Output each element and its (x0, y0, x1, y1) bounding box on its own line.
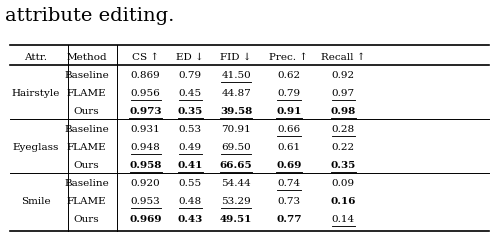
Text: 0.28: 0.28 (332, 125, 355, 134)
Text: 0.43: 0.43 (177, 215, 203, 224)
Text: 69.50: 69.50 (221, 143, 251, 152)
Text: FLAME: FLAME (67, 89, 106, 98)
Text: 44.87: 44.87 (221, 89, 251, 98)
Text: 0.920: 0.920 (131, 179, 161, 188)
Text: 70.91: 70.91 (221, 125, 251, 134)
Text: 0.35: 0.35 (177, 107, 203, 116)
Text: FID ↓: FID ↓ (220, 53, 252, 62)
Text: 0.958: 0.958 (129, 161, 162, 170)
Text: 0.948: 0.948 (131, 143, 161, 152)
Text: 53.29: 53.29 (221, 197, 251, 206)
Text: 49.51: 49.51 (220, 215, 252, 224)
Text: Ours: Ours (74, 215, 99, 224)
Text: 0.97: 0.97 (332, 89, 355, 98)
Text: 0.48: 0.48 (179, 197, 202, 206)
Text: Method: Method (66, 53, 107, 62)
Text: Baseline: Baseline (64, 179, 109, 188)
Text: 0.09: 0.09 (332, 179, 355, 188)
Text: attribute editing.: attribute editing. (5, 7, 174, 25)
Text: Recall ↑: Recall ↑ (321, 53, 366, 62)
Text: 0.53: 0.53 (179, 125, 202, 134)
Text: Ours: Ours (74, 107, 99, 116)
Text: 54.44: 54.44 (221, 179, 251, 188)
Text: 0.45: 0.45 (179, 89, 202, 98)
Text: 0.973: 0.973 (129, 107, 162, 116)
Text: 0.66: 0.66 (278, 125, 300, 134)
Text: 0.41: 0.41 (177, 161, 203, 170)
Text: 0.92: 0.92 (332, 71, 355, 80)
Text: 39.58: 39.58 (220, 107, 252, 116)
Text: 0.69: 0.69 (276, 161, 302, 170)
Text: 0.22: 0.22 (332, 143, 355, 152)
Text: 0.74: 0.74 (278, 179, 300, 188)
Text: 0.77: 0.77 (276, 215, 302, 224)
Text: 0.98: 0.98 (330, 107, 356, 116)
Text: 0.62: 0.62 (278, 71, 300, 80)
Text: 0.869: 0.869 (131, 71, 161, 80)
Text: Attr.: Attr. (24, 53, 47, 62)
Text: FLAME: FLAME (67, 143, 106, 152)
Text: 0.61: 0.61 (278, 143, 300, 152)
Text: Baseline: Baseline (64, 125, 109, 134)
Text: Ours: Ours (74, 161, 99, 170)
Text: ED ↓: ED ↓ (176, 53, 204, 62)
Text: 0.55: 0.55 (179, 179, 202, 188)
Text: 0.79: 0.79 (278, 89, 300, 98)
Text: FLAME: FLAME (67, 197, 106, 206)
Text: 0.969: 0.969 (129, 215, 162, 224)
Text: 0.953: 0.953 (131, 197, 161, 206)
Text: 0.35: 0.35 (330, 161, 356, 170)
Text: 0.956: 0.956 (131, 89, 161, 98)
Text: 0.931: 0.931 (131, 125, 161, 134)
Text: 66.65: 66.65 (220, 161, 252, 170)
Text: CS ↑: CS ↑ (132, 53, 159, 62)
Text: Baseline: Baseline (64, 71, 109, 80)
Text: 0.91: 0.91 (276, 107, 302, 116)
Text: 0.73: 0.73 (278, 197, 300, 206)
Text: 0.79: 0.79 (179, 71, 202, 80)
Text: 0.16: 0.16 (330, 197, 356, 206)
Text: Prec. ↑: Prec. ↑ (270, 53, 308, 62)
Text: 0.14: 0.14 (332, 215, 355, 224)
Text: Hairstyle: Hairstyle (11, 89, 60, 98)
Text: 41.50: 41.50 (221, 71, 251, 80)
Text: Eyeglass: Eyeglass (12, 143, 59, 152)
Text: 0.49: 0.49 (179, 143, 202, 152)
Text: Smile: Smile (21, 197, 50, 206)
